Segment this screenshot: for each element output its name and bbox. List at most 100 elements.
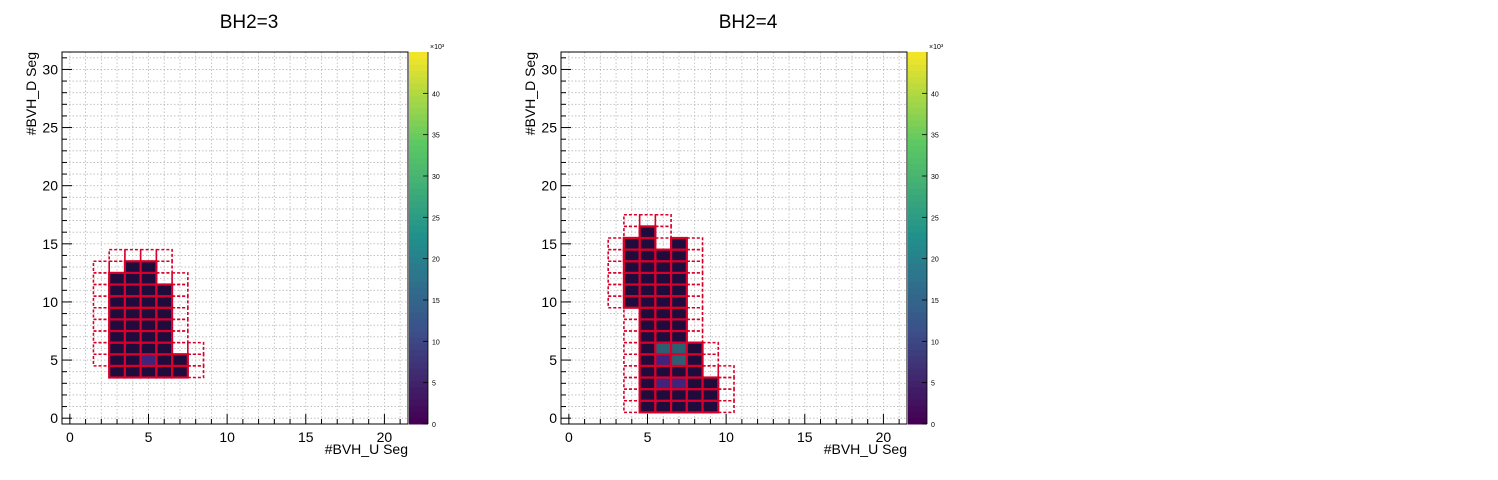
colorbar-segment bbox=[409, 107, 428, 115]
colorbar-segment bbox=[409, 349, 428, 357]
heatmap-cell bbox=[139, 306, 158, 321]
y-tick-label: 10 bbox=[541, 294, 557, 310]
y-tick-label: 0 bbox=[50, 410, 58, 426]
colorbar-segment bbox=[409, 207, 428, 214]
colorbar-segment bbox=[409, 417, 428, 425]
heatmap-cell bbox=[622, 271, 641, 286]
colorbar-segment bbox=[409, 151, 428, 158]
heatmap-cell bbox=[669, 283, 688, 298]
heatmap-cell bbox=[139, 329, 158, 344]
heatmap-cell bbox=[638, 260, 657, 274]
heatmap-empty-bin bbox=[92, 260, 110, 274]
heatmap-cell bbox=[123, 364, 142, 379]
heatmap-empty-bin bbox=[654, 225, 672, 239]
heatmap-cell bbox=[638, 306, 657, 321]
heatmap-cell bbox=[139, 260, 158, 274]
heatmap-cell bbox=[622, 283, 641, 298]
colorbar-segment bbox=[409, 58, 428, 65]
colorbar-tick-label: 40 bbox=[432, 91, 440, 98]
y-tick-label: 20 bbox=[541, 178, 557, 194]
heatmap-cell bbox=[108, 353, 127, 367]
colorbar-segment bbox=[908, 399, 927, 406]
heatmap-cell bbox=[654, 248, 673, 263]
colorbar-segment bbox=[908, 355, 927, 363]
heatmap-cell bbox=[123, 318, 142, 333]
colorbar-tick-label: 30 bbox=[432, 174, 440, 181]
colorbar-segment bbox=[409, 380, 428, 388]
colorbar-segment bbox=[409, 225, 428, 233]
colorbar-segment bbox=[409, 138, 428, 146]
colorbar-segment bbox=[908, 269, 927, 276]
colorbar-segment bbox=[409, 213, 428, 220]
colorbar-segment bbox=[908, 83, 927, 90]
x-tick-label: 15 bbox=[797, 429, 813, 445]
colorbar-segment bbox=[908, 331, 927, 338]
heatmap-cell bbox=[654, 341, 673, 356]
heatmap-cell bbox=[638, 388, 657, 402]
colorbar-segment bbox=[908, 250, 927, 258]
heatmap-cell bbox=[669, 318, 688, 333]
heatmap-cell bbox=[638, 283, 657, 298]
colorbar-tick-label: 25 bbox=[931, 215, 939, 222]
heatmap-cell bbox=[654, 364, 673, 379]
x-axis-label: #BVH_U Seg bbox=[824, 441, 907, 457]
colorbar-tick-label: 40 bbox=[931, 91, 939, 98]
y-tick-label: 20 bbox=[42, 178, 58, 194]
heatmap-cell bbox=[123, 353, 142, 367]
colorbar-segment bbox=[908, 58, 927, 65]
colorbar-segment bbox=[409, 318, 428, 326]
heatmap-cell bbox=[669, 329, 688, 344]
heatmap-cell bbox=[108, 271, 127, 286]
heatmap-cell bbox=[638, 341, 657, 356]
heatmap-cell bbox=[108, 295, 127, 309]
colorbar-segment bbox=[908, 114, 927, 121]
x-tick-label: 20 bbox=[377, 429, 393, 445]
colorbar-tick-label: 5 bbox=[931, 381, 935, 388]
colorbar-segment bbox=[409, 188, 428, 196]
heatmap-cell bbox=[108, 364, 127, 379]
colorbar-segment bbox=[908, 256, 927, 264]
heatmap-cell bbox=[669, 248, 688, 263]
colorbar-segment bbox=[409, 355, 428, 363]
heatmap-cell bbox=[638, 399, 657, 414]
colorbar-tick-label: 25 bbox=[432, 215, 440, 222]
colorbar-tick-label: 20 bbox=[432, 257, 440, 264]
heatmap-cell bbox=[123, 283, 142, 298]
heatmap-cell bbox=[139, 283, 158, 298]
colorbar: 0 5 10 15 20 25 30 35 40 bbox=[908, 52, 939, 429]
heatmap-cell bbox=[654, 388, 673, 402]
colorbar-segment bbox=[908, 306, 927, 313]
heatmap-cell bbox=[139, 341, 158, 356]
colorbar-segment bbox=[908, 337, 927, 344]
colorbar-multiplier: ×10³ bbox=[430, 44, 445, 51]
heatmap-panel-bh2-3: 0 5 10 15 20 0 5 10 15 20 25 30 0 5 10 15 20 25 30 35 40 BH2=… bbox=[0, 0, 500, 475]
colorbar-segment bbox=[908, 318, 927, 326]
heatmap-cell bbox=[654, 399, 673, 414]
colorbar-segment bbox=[409, 337, 428, 344]
colorbar-segment bbox=[908, 300, 927, 307]
colorbar-segment bbox=[409, 269, 428, 276]
plot-area: 0 5 10 15 20 0 5 10 15 20 25 30 bbox=[42, 51, 409, 445]
colorbar-segment bbox=[409, 126, 428, 134]
colorbar-segment bbox=[409, 200, 428, 208]
colorbar-segment bbox=[409, 76, 428, 84]
chart-title: BH2=4 bbox=[719, 12, 778, 33]
colorbar-segment bbox=[908, 362, 927, 369]
heatmap-cell bbox=[669, 376, 688, 391]
colorbar-segment bbox=[908, 145, 927, 152]
heatmap-cell bbox=[669, 306, 688, 321]
colorbar-multiplier: ×10³ bbox=[929, 44, 944, 51]
colorbar-segment bbox=[409, 182, 428, 189]
colorbar-segment bbox=[908, 207, 927, 214]
colorbar-segment bbox=[409, 386, 428, 394]
heatmap-cell bbox=[622, 236, 641, 251]
y-tick-label: 5 bbox=[50, 352, 58, 368]
heatmap-cell bbox=[654, 329, 673, 344]
heatmap-cell bbox=[638, 353, 657, 367]
colorbar-tick-label: 0 bbox=[931, 422, 935, 429]
colorbar-segment bbox=[409, 300, 428, 307]
colorbar-segment bbox=[908, 163, 927, 171]
colorbar-segment bbox=[409, 293, 428, 301]
heatmap-cell bbox=[685, 353, 704, 367]
colorbar-segment bbox=[409, 306, 428, 313]
